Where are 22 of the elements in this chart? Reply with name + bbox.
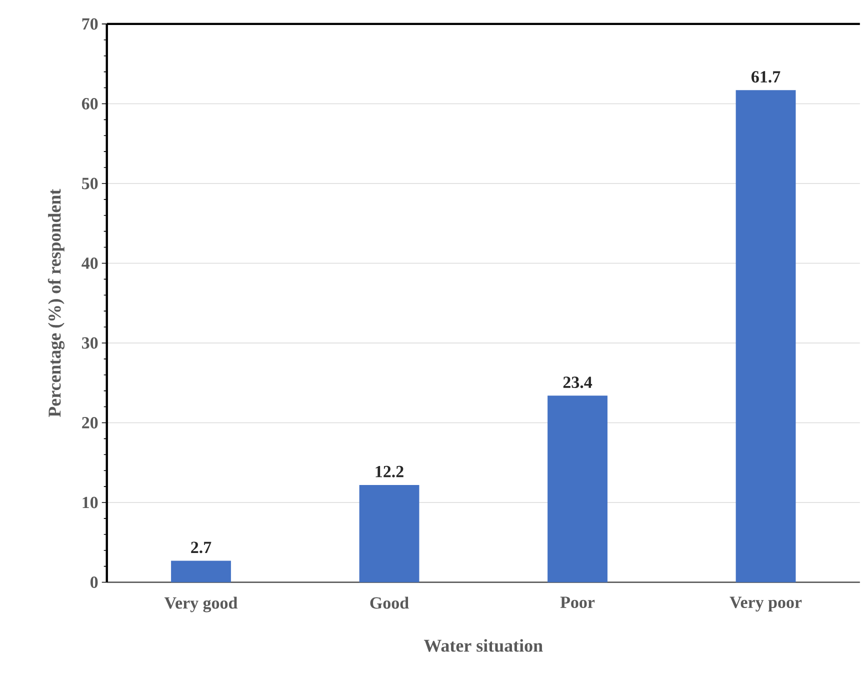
x-tick-label: Very good (164, 596, 238, 612)
x-tick-label: Very poor (730, 596, 802, 612)
y-axis-title: Percentage (%) of respondent (48, 188, 65, 417)
x-axis-title: Water situation (424, 639, 543, 652)
data-label: 2.7 (191, 542, 212, 554)
y-tick-label: 70 (82, 18, 98, 30)
y-tick-label: 20 (82, 416, 98, 428)
bar (171, 560, 231, 582)
y-tick-label: 40 (82, 257, 98, 269)
data-label: 12.2 (376, 466, 404, 478)
data-label: 23.4 (563, 376, 592, 388)
y-tick-label: 10 (82, 496, 98, 508)
y-tick-label: 30 (82, 337, 98, 349)
y-tick-label: 50 (82, 178, 98, 190)
x-tick-label: Poor (560, 596, 595, 608)
y-tick-label: 60 (82, 98, 98, 110)
y-tick-label: 0 (90, 576, 98, 588)
x-tick-label: Good (370, 596, 409, 609)
bar (548, 396, 608, 582)
bar (359, 484, 420, 582)
data-label: 61.7 (752, 71, 780, 83)
bar (736, 90, 796, 582)
